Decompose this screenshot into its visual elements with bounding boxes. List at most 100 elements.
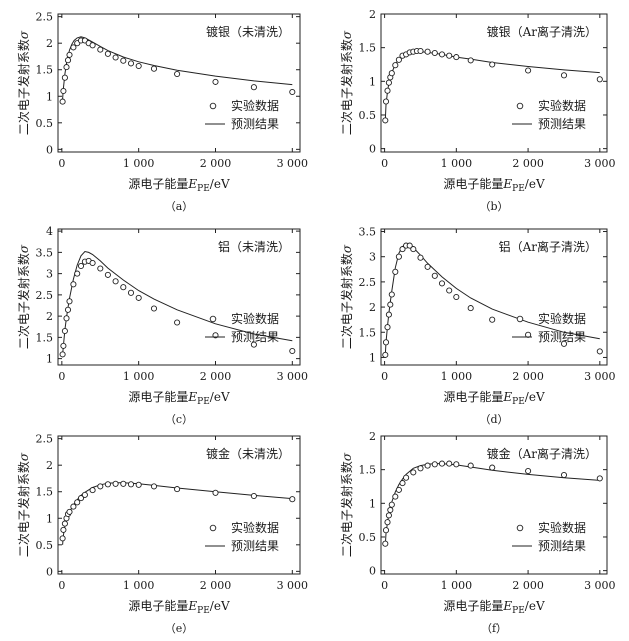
experimental-point — [489, 464, 496, 471]
legend-marker-experimental — [209, 524, 217, 532]
experimental-point — [64, 306, 72, 313]
x-axis-title-symbol: E — [502, 177, 512, 191]
legend-label-predicted: 预测结果 — [231, 330, 279, 344]
experimental-point — [60, 87, 67, 95]
experimental-point — [135, 294, 142, 301]
experimental-point — [410, 246, 417, 253]
x-axis-title-unit: /eV — [525, 599, 545, 613]
x-axis-title: 源电子能量EPE/eV — [128, 599, 230, 616]
experimental-point — [399, 480, 406, 487]
x-tick-label: 3 000 — [584, 157, 616, 170]
y-tick-label: 4 — [46, 225, 53, 238]
legend-label-experimental: 实验数据 — [538, 311, 586, 326]
experimental-point — [77, 262, 85, 270]
panel-title: 镀金（Ar离子清洗） — [487, 446, 597, 461]
experimental-point — [112, 278, 119, 285]
y-axis-title: 二次电子发射系数σ — [339, 244, 354, 349]
experimental-point — [385, 311, 392, 318]
experimental-point — [431, 461, 438, 468]
x-axis-title-unit: /eV — [525, 390, 545, 404]
plot-frame — [57, 435, 301, 575]
experimental-point — [63, 315, 70, 322]
experimental-point — [392, 493, 399, 500]
panel-title: 镀银（未清洗） — [206, 25, 290, 39]
experimental-point — [61, 327, 68, 335]
experimental-point — [81, 491, 88, 498]
experimental-point — [120, 284, 127, 291]
plot-frame — [57, 13, 301, 153]
x-axis-title-text: 源电子能量 — [443, 390, 503, 404]
x-axis-title-subscript: PE — [512, 397, 525, 407]
x-axis-title: 源电子能量EPE/eV — [443, 390, 545, 407]
experimental-point — [392, 268, 399, 275]
experimental-point — [74, 270, 81, 277]
experimental-point — [395, 253, 402, 260]
x-tick-label: 1 000 — [123, 579, 155, 592]
experimental-point — [112, 54, 119, 61]
x-axis-title-text: 源电子能量 — [443, 599, 503, 613]
y-tick-label: 0 — [46, 565, 53, 578]
y-axis-title-text: 二次电子发射系数 — [16, 253, 31, 349]
experimental-point — [596, 76, 603, 83]
x-tick-label: 3 000 — [584, 579, 616, 592]
panel-caption: （f） — [481, 622, 507, 635]
experimental-point — [392, 62, 399, 69]
experimental-point — [135, 62, 142, 70]
y-tick-label: 3.5 — [359, 226, 377, 239]
panel-title: 镀金（未清洗） — [206, 446, 290, 461]
x-axis-title-subscript: PE — [197, 397, 210, 407]
legend-label-predicted: 预测结果 — [231, 539, 279, 553]
y-axis-title-symbol: σ — [17, 452, 31, 461]
y-axis-title: 二次电子发射系数σ — [16, 30, 31, 135]
legend-marker-experimental — [516, 524, 524, 532]
legend-label-predicted: 预测结果 — [538, 330, 586, 344]
chart-panel-d: 0 1 000 2 000 3 000 1 1.5 2 2.5 3 3.5 二次电子发射系数σ 源电子… — [339, 226, 616, 426]
y-tick-label: 1 — [369, 351, 376, 364]
y-tick-label: 2 — [46, 37, 53, 50]
x-axis-title: 源电子能量EPE/eV — [443, 599, 545, 616]
x-axis-title-symbol: E — [187, 390, 197, 404]
panel-title: 铝（Ar离子清洗） — [499, 239, 597, 254]
y-tick-label: 2 — [369, 8, 376, 21]
experimental-point — [97, 46, 104, 53]
panel-caption: （e） — [165, 622, 194, 635]
y-axis-title: 二次电子发射系数σ — [339, 30, 354, 135]
experimental-point — [127, 60, 135, 67]
experimental-point — [467, 57, 474, 64]
experimental-point — [104, 50, 111, 57]
x-tick-label: 2 000 — [512, 370, 544, 383]
experimental-point — [385, 512, 392, 519]
experimental-point — [150, 483, 158, 490]
y-axis-title-symbol: σ — [17, 244, 31, 253]
experimental-point — [417, 465, 424, 472]
panel-caption: （a） — [165, 200, 194, 213]
experimental-point — [417, 254, 424, 261]
chart-panel-a: 0 1 000 2 000 3 000 0 0.5 1 1.5 2 2.5 二次电子发射系数σ 源电子… — [16, 11, 308, 213]
y-axis-title-symbol: σ — [17, 30, 31, 39]
x-tick-label: 2 000 — [512, 579, 544, 592]
experimental-point — [104, 481, 111, 488]
y-tick-label: 1.5 — [359, 326, 377, 339]
y-axis-title: 二次电子发射系数σ — [16, 244, 31, 349]
x-tick-label: 3 000 — [277, 370, 309, 383]
y-axis-title-text: 二次电子发射系数 — [339, 39, 354, 135]
experimental-point — [174, 70, 181, 78]
x-tick-label: 0 — [58, 370, 65, 383]
y-tick-label: 2 — [46, 459, 53, 472]
experimental-point — [388, 501, 395, 508]
experimental-point — [431, 272, 438, 279]
y-tick-label: 3 — [369, 251, 376, 264]
y-tick-label: 0.5 — [36, 539, 54, 552]
y-axis-title-symbol: σ — [340, 30, 354, 39]
experimental-point — [438, 460, 446, 467]
x-axis-title-unit: /eV — [210, 599, 230, 613]
predicted-line — [62, 250, 293, 355]
legend-label-experimental: 实验数据 — [231, 311, 279, 326]
x-axis-title-symbol: E — [502, 390, 512, 404]
x-tick-label: 3 000 — [277, 579, 309, 592]
panel-caption: （b） — [479, 200, 508, 213]
experimental-point — [174, 486, 181, 493]
y-tick-label: 2.5 — [36, 433, 54, 446]
experimental-point — [489, 316, 496, 323]
